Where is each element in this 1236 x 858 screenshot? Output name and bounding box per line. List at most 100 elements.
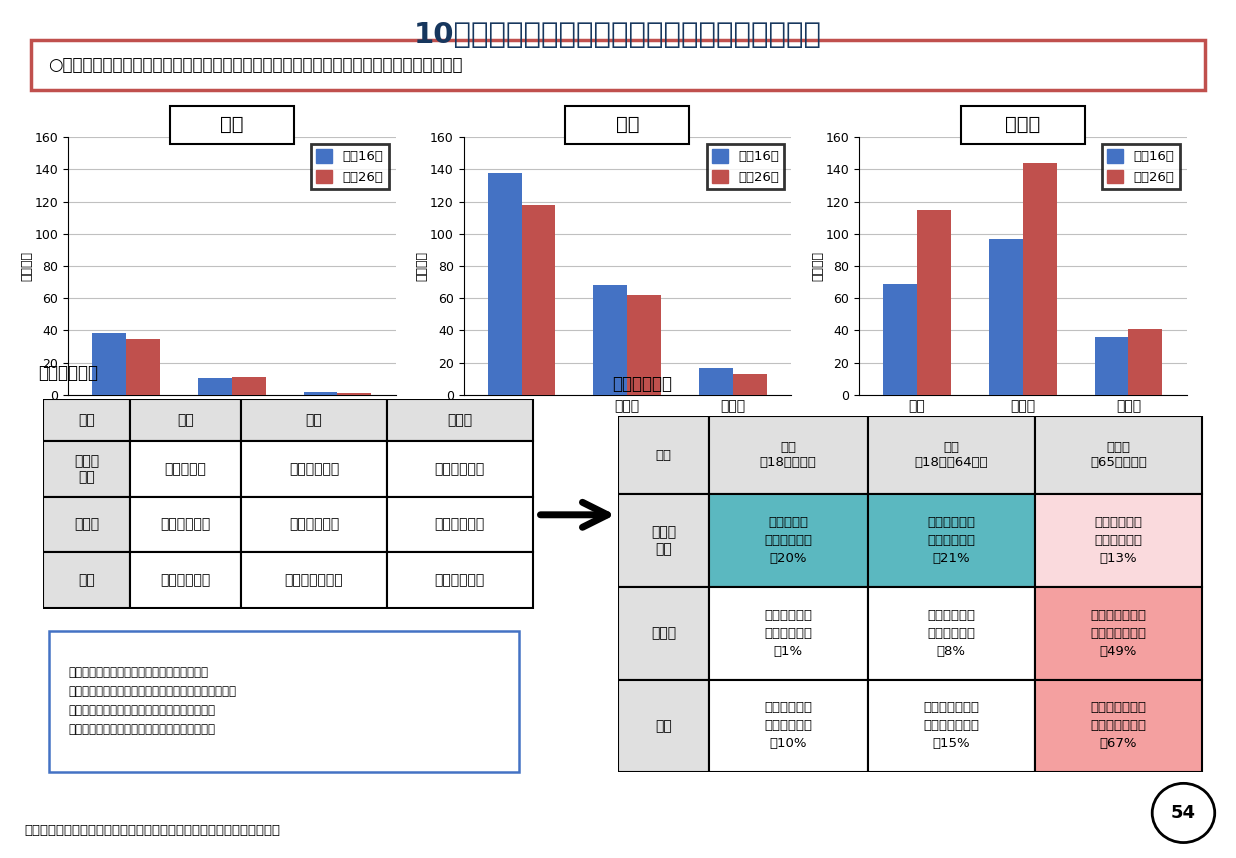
Bar bbox=[618, 680, 709, 772]
Bar bbox=[130, 497, 241, 553]
Legend: 平成16年, 平成26年: 平成16年, 平成26年 bbox=[311, 144, 389, 190]
Text: 高齢者: 高齢者 bbox=[447, 413, 472, 427]
Text: 平成２６年中: 平成２６年中 bbox=[612, 375, 672, 393]
Bar bbox=[241, 553, 387, 608]
Text: ９６．７万人: ９６．７万人 bbox=[435, 517, 485, 532]
Text: １３７．８万人: １３７．８万人 bbox=[284, 573, 344, 587]
Bar bbox=[43, 553, 130, 608]
Bar bbox=[232, 377, 266, 395]
Bar bbox=[884, 285, 917, 395]
Text: １１．１万人
０．８万人増
＋1%: １１．１万人 ０．８万人増 ＋1% bbox=[764, 609, 812, 658]
Bar bbox=[700, 368, 733, 395]
Text: 小児: 小児 bbox=[220, 115, 243, 135]
Text: 全体: 全体 bbox=[78, 413, 95, 427]
Bar bbox=[868, 680, 1035, 772]
Text: ３８．５万人: ３８．５万人 bbox=[161, 573, 210, 587]
Text: 全体: 全体 bbox=[655, 449, 671, 462]
Bar bbox=[1035, 416, 1203, 494]
Bar bbox=[618, 494, 709, 587]
Bar bbox=[709, 680, 868, 772]
Bar bbox=[387, 553, 533, 608]
Bar bbox=[1035, 587, 1203, 680]
Text: １．２万人
０．３万人減
－20%: １．２万人 ０．３万人減 －20% bbox=[764, 517, 812, 565]
Bar bbox=[709, 587, 868, 680]
Text: 成人: 成人 bbox=[305, 413, 323, 427]
FancyBboxPatch shape bbox=[49, 631, 519, 772]
Bar bbox=[130, 553, 241, 608]
Text: 54: 54 bbox=[1170, 804, 1196, 822]
Text: ○　救急搬送人員の伸びは、年齢別では高齢者が多く、重症度別では軽症・中等症が多い。: ○ 救急搬送人員の伸びは、年齢別では高齢者が多く、重症度別では軽症・中等症が多い… bbox=[48, 57, 464, 74]
Bar bbox=[126, 339, 159, 395]
Y-axis label: （万人）: （万人） bbox=[811, 251, 824, 281]
Text: 小児
（18歳未満）: 小児 （18歳未満） bbox=[760, 441, 817, 469]
Text: ６２．２万人
５．７万人減
－8%: ６２．２万人 ５．７万人減 －8% bbox=[927, 609, 975, 658]
Bar bbox=[1035, 494, 1203, 587]
Text: １６．４万人: １６．４万人 bbox=[289, 462, 339, 476]
Text: 死亡・
重症: 死亡・ 重症 bbox=[651, 526, 676, 556]
Bar bbox=[387, 399, 533, 441]
Bar bbox=[387, 497, 533, 553]
Bar bbox=[1128, 329, 1162, 395]
Text: ６８．５万人: ６８．５万人 bbox=[435, 573, 485, 587]
Bar bbox=[43, 441, 130, 497]
Bar bbox=[917, 210, 950, 395]
Text: 高齢者
（65歳以上）: 高齢者 （65歳以上） bbox=[1090, 441, 1147, 469]
Text: ３４．６万人
３．９万人減
－10%: ３４．６万人 ３．９万人減 －10% bbox=[764, 701, 812, 751]
Bar bbox=[130, 441, 241, 497]
Bar bbox=[241, 399, 387, 441]
Y-axis label: （万人）: （万人） bbox=[415, 251, 429, 281]
Text: 軽症: 軽症 bbox=[78, 573, 95, 587]
Text: ４０．９万人
４．８万人増
＋13%: ４０．９万人 ４．８万人増 ＋13% bbox=[1095, 517, 1142, 565]
Bar bbox=[1095, 336, 1128, 395]
Text: 平成１６年中: 平成１６年中 bbox=[38, 364, 99, 382]
Text: 中等症: 中等症 bbox=[651, 626, 676, 640]
Bar bbox=[337, 393, 371, 395]
Text: 成人: 成人 bbox=[616, 115, 639, 135]
FancyBboxPatch shape bbox=[31, 40, 1205, 90]
Text: 死亡：初診時において死亡が確認されたもの
重症：傷病程度が３週間の入院加療を必要とするもの
中等症：傷病程度が重症または軽症以外のもの
軽症：傷病程度が入院加療: 死亡：初診時において死亡が確認されたもの 重症：傷病程度が３週間の入院加療を必要… bbox=[68, 667, 236, 736]
Y-axis label: （万人）: （万人） bbox=[20, 251, 33, 281]
Bar bbox=[241, 497, 387, 553]
Bar bbox=[130, 399, 241, 441]
Text: ３６．１万人: ３６．１万人 bbox=[435, 462, 485, 476]
Bar bbox=[868, 416, 1035, 494]
Text: １３．０万人
３．４万人減
－21%: １３．０万人 ３．４万人減 －21% bbox=[927, 517, 975, 565]
Legend: 平成16年, 平成26年: 平成16年, 平成26年 bbox=[1103, 144, 1180, 190]
Bar bbox=[93, 333, 126, 395]
Text: １１７．７万人
２０．１万人減
－15%: １１７．７万人 ２０．１万人減 －15% bbox=[923, 701, 979, 751]
Legend: 平成16年, 平成26年: 平成16年, 平成26年 bbox=[707, 144, 785, 190]
Bar bbox=[43, 399, 130, 441]
Text: 小児: 小児 bbox=[177, 413, 194, 427]
Text: 高齢者: 高齢者 bbox=[1005, 115, 1041, 135]
Text: １４４．２万人
４７．５万人増
＋49%: １４４．２万人 ４７．５万人増 ＋49% bbox=[1090, 609, 1147, 658]
Bar bbox=[709, 494, 868, 587]
Bar bbox=[43, 497, 130, 553]
FancyBboxPatch shape bbox=[566, 106, 690, 144]
Bar bbox=[241, 441, 387, 497]
Text: ６７．９万人: ６７．９万人 bbox=[289, 517, 339, 532]
Bar bbox=[1035, 680, 1203, 772]
Bar bbox=[593, 286, 628, 395]
Text: １０．３万人: １０．３万人 bbox=[161, 517, 210, 532]
Text: 「救急・救助の現況」（総務省消防庁）のデータをもとに分析したもの: 「救急・救助の現況」（総務省消防庁）のデータをもとに分析したもの bbox=[25, 824, 281, 837]
Bar bbox=[1023, 163, 1057, 395]
Bar bbox=[733, 374, 766, 395]
Bar bbox=[618, 416, 709, 494]
Bar bbox=[709, 416, 868, 494]
FancyBboxPatch shape bbox=[171, 106, 294, 144]
Bar bbox=[618, 587, 709, 680]
Bar bbox=[522, 205, 555, 395]
Text: 中等症: 中等症 bbox=[74, 517, 99, 532]
Bar bbox=[868, 494, 1035, 587]
Text: 死亡・
重症: 死亡・ 重症 bbox=[74, 454, 99, 484]
Bar bbox=[304, 392, 337, 395]
Bar bbox=[628, 294, 661, 395]
Bar bbox=[198, 378, 232, 395]
Bar bbox=[989, 239, 1023, 395]
FancyBboxPatch shape bbox=[960, 106, 1084, 144]
Bar bbox=[488, 173, 522, 395]
Circle shape bbox=[1152, 783, 1215, 843]
Text: １．５万人: １．５万人 bbox=[164, 462, 206, 476]
Bar bbox=[868, 587, 1035, 680]
Text: 成人
（18歳～64歳）: 成人 （18歳～64歳） bbox=[915, 441, 988, 469]
